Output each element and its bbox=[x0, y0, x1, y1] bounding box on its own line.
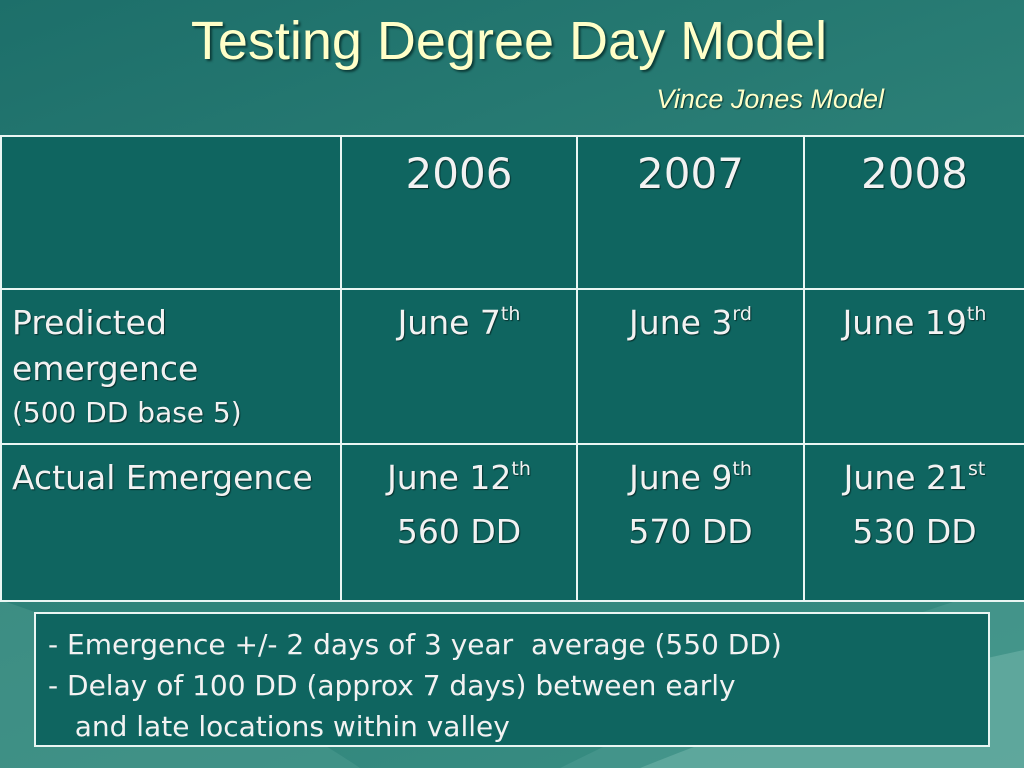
row-label: Actual Emergence bbox=[12, 458, 313, 497]
table-row-predicted: Predicted emergence (500 DD base 5) June… bbox=[0, 288, 1024, 445]
header-cell-year: 2007 bbox=[576, 135, 805, 290]
date-value: June 12th bbox=[387, 458, 531, 497]
date-value: June 9th bbox=[629, 458, 752, 497]
row-sublabel: (500 DD base 5) bbox=[12, 396, 242, 429]
slide-title: Testing Degree Day Model bbox=[190, 11, 828, 71]
year-label: 2006 bbox=[405, 149, 513, 198]
row-label: Predicted emergence bbox=[12, 303, 199, 388]
table-cell: June 7th bbox=[340, 288, 578, 445]
table-cell: June 3rd bbox=[576, 288, 805, 445]
notes-box: - Emergence +/- 2 days of 3 year average… bbox=[34, 612, 990, 747]
row-label-cell: Actual Emergence bbox=[0, 443, 342, 602]
row-label-cell: Predicted emergence (500 DD base 5) bbox=[0, 288, 342, 445]
table-cell: June 12th 560 DD bbox=[340, 443, 578, 602]
date-value: June 21st bbox=[843, 458, 986, 497]
table-row-actual: Actual Emergence June 12th 560 DD June 9… bbox=[0, 443, 1024, 602]
degree-day-value: 570 DD bbox=[628, 512, 753, 551]
note-line: - Emergence +/- 2 days of 3 year average… bbox=[48, 628, 782, 661]
date-value: June 19th bbox=[842, 303, 987, 342]
table-cell: June 9th 570 DD bbox=[576, 443, 805, 602]
table-header-row: 2006 2007 2008 bbox=[0, 135, 1024, 290]
date-value: June 3rd bbox=[629, 303, 752, 342]
header-cell-year: 2008 bbox=[803, 135, 1024, 290]
table-cell: June 21st 530 DD bbox=[803, 443, 1024, 602]
degree-day-value: 560 DD bbox=[396, 512, 522, 551]
degree-day-value: 530 DD bbox=[852, 512, 977, 551]
year-label: 2008 bbox=[861, 149, 968, 198]
header-cell-empty bbox=[0, 135, 342, 290]
header-cell-year: 2006 bbox=[340, 135, 578, 290]
emergence-table: 2006 2007 2008 Predicted emergence (500 … bbox=[0, 135, 1024, 602]
date-value: June 7th bbox=[397, 303, 521, 342]
year-label: 2007 bbox=[637, 149, 744, 198]
note-line: and late locations within valley bbox=[48, 710, 510, 743]
slide-subtitle: Vince Jones Model bbox=[656, 84, 884, 114]
note-line: - Delay of 100 DD (approx 7 days) betwee… bbox=[48, 669, 736, 702]
table-cell: June 19th bbox=[803, 288, 1024, 445]
